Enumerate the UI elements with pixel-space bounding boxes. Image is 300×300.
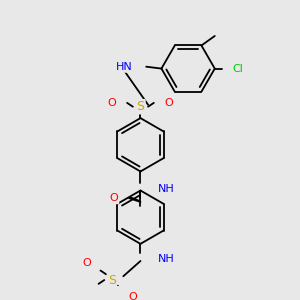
Text: O: O [165, 98, 173, 108]
Text: Cl: Cl [232, 64, 243, 74]
Text: NH: NH [158, 254, 174, 264]
Text: S: S [108, 274, 116, 286]
Text: O: O [110, 193, 118, 203]
Text: O: O [83, 258, 92, 268]
Text: O: O [128, 292, 137, 300]
Text: O: O [107, 98, 116, 108]
Text: HN: HN [116, 62, 133, 72]
Text: S: S [136, 100, 145, 113]
Text: NH: NH [158, 184, 174, 194]
